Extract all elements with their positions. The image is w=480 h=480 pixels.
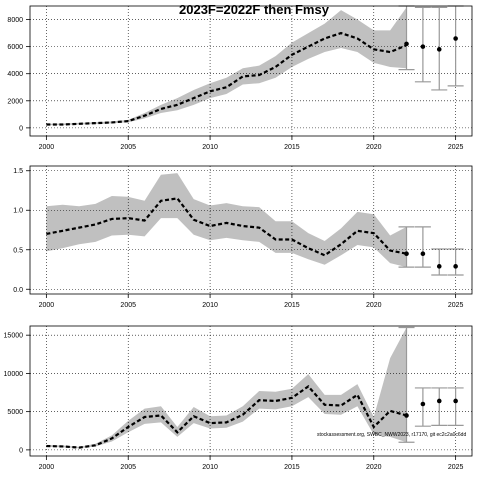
x-tick-label: 2020	[366, 144, 382, 151]
projection-point	[404, 41, 409, 47]
y-tick-label: 10000	[4, 371, 24, 378]
projection-point	[420, 251, 426, 257]
y-tick-label: 0.5	[13, 247, 23, 254]
x-tick-label: 2005	[120, 144, 136, 151]
y-tick-label: 5000	[7, 409, 23, 416]
projection-point	[436, 264, 442, 269]
projection-point	[420, 44, 426, 49]
plot-frame	[29, 165, 473, 295]
x-tick-label: 2025	[448, 464, 464, 471]
panel-ssb: 2000 2005 2010 2015 2020 2025 0 2000 4000 6000 800…	[7, 5, 473, 151]
plot-frame	[29, 325, 473, 457]
y-tick-label: 0	[19, 447, 23, 454]
projection-point	[404, 251, 409, 257]
projection-point	[436, 47, 442, 52]
x-tick-label: 2000	[39, 302, 55, 309]
watermark: stockassessment.org, SWBC_NWW2023, r1717…	[317, 432, 466, 438]
x-tick-label: 2020	[366, 464, 382, 471]
confidence-band	[46, 173, 407, 268]
figure-title: 2023F=2022F then Fmsy	[179, 2, 330, 17]
y-tick-label: 0	[19, 125, 23, 132]
estimate-line	[46, 197, 407, 257]
x-tick-label: 2015	[284, 302, 300, 309]
panel-catch: 2000 2005 2010 2015 2020 2025 0 5000 10000 15000	[4, 325, 473, 471]
x-tick-label: 2010	[202, 464, 218, 471]
estimate-line	[46, 384, 407, 449]
projection-point	[453, 264, 458, 269]
x-tick-label: 2025	[448, 302, 464, 309]
confidence-band	[46, 327, 407, 449]
y-tick-label: 4000	[7, 71, 23, 78]
y-tick-label: 8000	[7, 17, 23, 24]
x-tick-label: 2000	[39, 144, 55, 151]
y-tick-label: 2000	[7, 98, 23, 105]
y-tick-label: 0.0	[13, 287, 23, 294]
x-tick-label: 2000	[39, 464, 55, 471]
estimate-line	[46, 31, 407, 126]
y-tick-label: 15000	[4, 333, 24, 340]
x-tick-label: 2005	[120, 302, 136, 309]
projection-point	[420, 401, 426, 407]
y-tick-label: 6000	[7, 44, 23, 51]
projection-point	[436, 398, 442, 404]
x-tick-label: 2005	[120, 464, 136, 471]
x-tick-label: 2015	[284, 464, 300, 471]
panel-fishing-mortality: 2000 2005 2010 2015 2020 2025 0.0 0.5 1.0 1.5	[13, 165, 473, 309]
x-tick-label: 2020	[366, 302, 382, 309]
plot-frame	[29, 5, 473, 137]
projection-point	[453, 36, 458, 41]
x-tick-label: 2015	[284, 144, 300, 151]
projection-point	[404, 413, 409, 418]
x-tick-label: 2025	[448, 144, 464, 151]
confidence-band	[46, 7, 407, 126]
x-tick-label: 2010	[202, 144, 218, 151]
y-tick-label: 1.5	[13, 168, 23, 175]
x-tick-label: 2010	[202, 302, 218, 309]
y-tick-label: 1.0	[13, 208, 23, 215]
projection-point	[453, 398, 458, 404]
